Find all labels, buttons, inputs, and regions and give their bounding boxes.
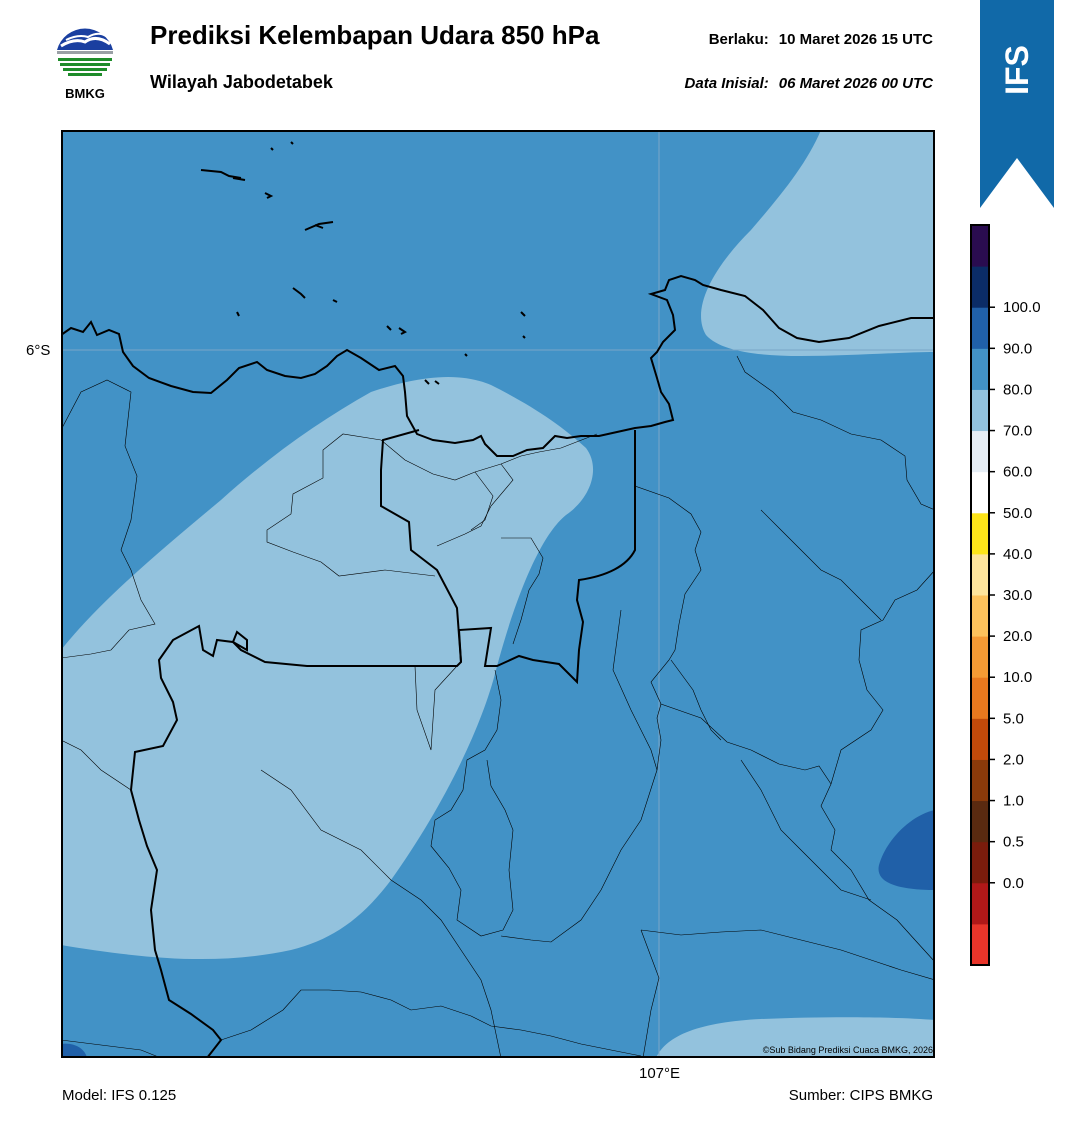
colorbar-tick-label: 30.0 (1003, 587, 1032, 604)
valid-value: 10 Maret 2026 15 UTC (778, 31, 933, 48)
rh-60-70-region (61, 376, 594, 960)
colorbar-segment (971, 471, 989, 514)
colorbar: 0.0 0.5 1.0 2.0 5.0 10.0 20.0 30.0 40.0 50.0 60.0 7… (968, 222, 1068, 968)
colorbar-tick-label: 80.0 (1003, 381, 1032, 398)
colorbar-segment (971, 800, 989, 843)
colorbar-segment (971, 636, 989, 678)
map-frame (61, 130, 935, 1058)
longitude-label: 107°E (639, 1065, 681, 1082)
colorbar-tick-label: 0.5 (1003, 834, 1024, 851)
colorbar-tick-label: 60.0 (1003, 464, 1032, 481)
coastline (61, 274, 935, 457)
colorbar-tick-label: 2.0 (1003, 751, 1024, 768)
colorbar-segment (971, 841, 989, 884)
colorbar-tick-label: 40.0 (1003, 546, 1032, 563)
province-boundary-east (457, 430, 636, 685)
colorbar-segment (971, 718, 989, 760)
map-copyright: ©Sub Bidang Prediksi Cuaca BMKG, 2026 (763, 1045, 933, 1055)
init-value: 06 Maret 2026 00 UTC (778, 75, 933, 92)
chart-subtitle: Wilayah Jabodetabek (150, 72, 333, 92)
thousand-islands (200, 141, 526, 385)
init-label: Data Inisial: (684, 75, 769, 92)
colorbar-segment (971, 595, 989, 637)
humidity-map: ©Sub Bidang Prediksi Cuaca BMKG, 2026 (61, 130, 935, 1058)
logo-text: BMKG (65, 86, 105, 101)
colorbar-segment (971, 759, 989, 802)
colorbar-segment (971, 923, 989, 966)
colorbar-segment (971, 307, 989, 349)
colorbar-tick-label: 100.0 (1003, 299, 1041, 316)
colorbar-tick-label: 50.0 (1003, 505, 1032, 522)
regency-boundaries (61, 355, 935, 1058)
province-boundary (129, 429, 463, 1058)
colorbar-segment (971, 266, 989, 308)
rh-80-90-east (878, 810, 935, 890)
colorbar-tick-label: 10.0 (1003, 669, 1032, 686)
colorbar-tick-label: 20.0 (1003, 628, 1032, 645)
latitude-label: 6°S (26, 342, 51, 359)
source-label: Sumber: CIPS BMKG (788, 1087, 933, 1104)
colorbar-tick-label: 1.0 (1003, 793, 1024, 810)
colorbar-tick-label: 5.0 (1003, 710, 1024, 727)
colorbar-segment (971, 225, 989, 267)
colorbar-tick-label: 90.0 (1003, 340, 1032, 357)
colorbar-segment (971, 348, 989, 390)
rh-60-70-southeast (656, 1017, 935, 1058)
colorbar-segment (971, 512, 989, 555)
colorbar-segment (971, 553, 989, 596)
init-time: Data Inisial: 06 Maret 2026 00 UTC (685, 75, 933, 92)
rh-80-90-southwest (61, 1043, 87, 1058)
chart-title: Prediksi Kelembapan Udara 850 hPa (150, 20, 600, 50)
colorbar-tick-label: 0.0 (1003, 875, 1024, 892)
colorbar-tick-label: 70.0 (1003, 423, 1032, 440)
colorbar-segment (971, 882, 989, 925)
model-label: Model: IFS 0.125 (62, 1087, 177, 1104)
rh-60-70-northeast (701, 130, 935, 356)
ribbon-label: IFS (999, 45, 1035, 95)
valid-time: Berlaku: 10 Maret 2026 15 UTC (709, 31, 933, 48)
colorbar-segment (971, 430, 989, 473)
colorbar-segment (971, 677, 989, 719)
valid-label: Berlaku: (708, 31, 769, 48)
bmkg-logo: BMKG (52, 20, 118, 102)
ifs-ribbon: IFS (980, 0, 1054, 210)
colorbar-segment (971, 389, 989, 432)
